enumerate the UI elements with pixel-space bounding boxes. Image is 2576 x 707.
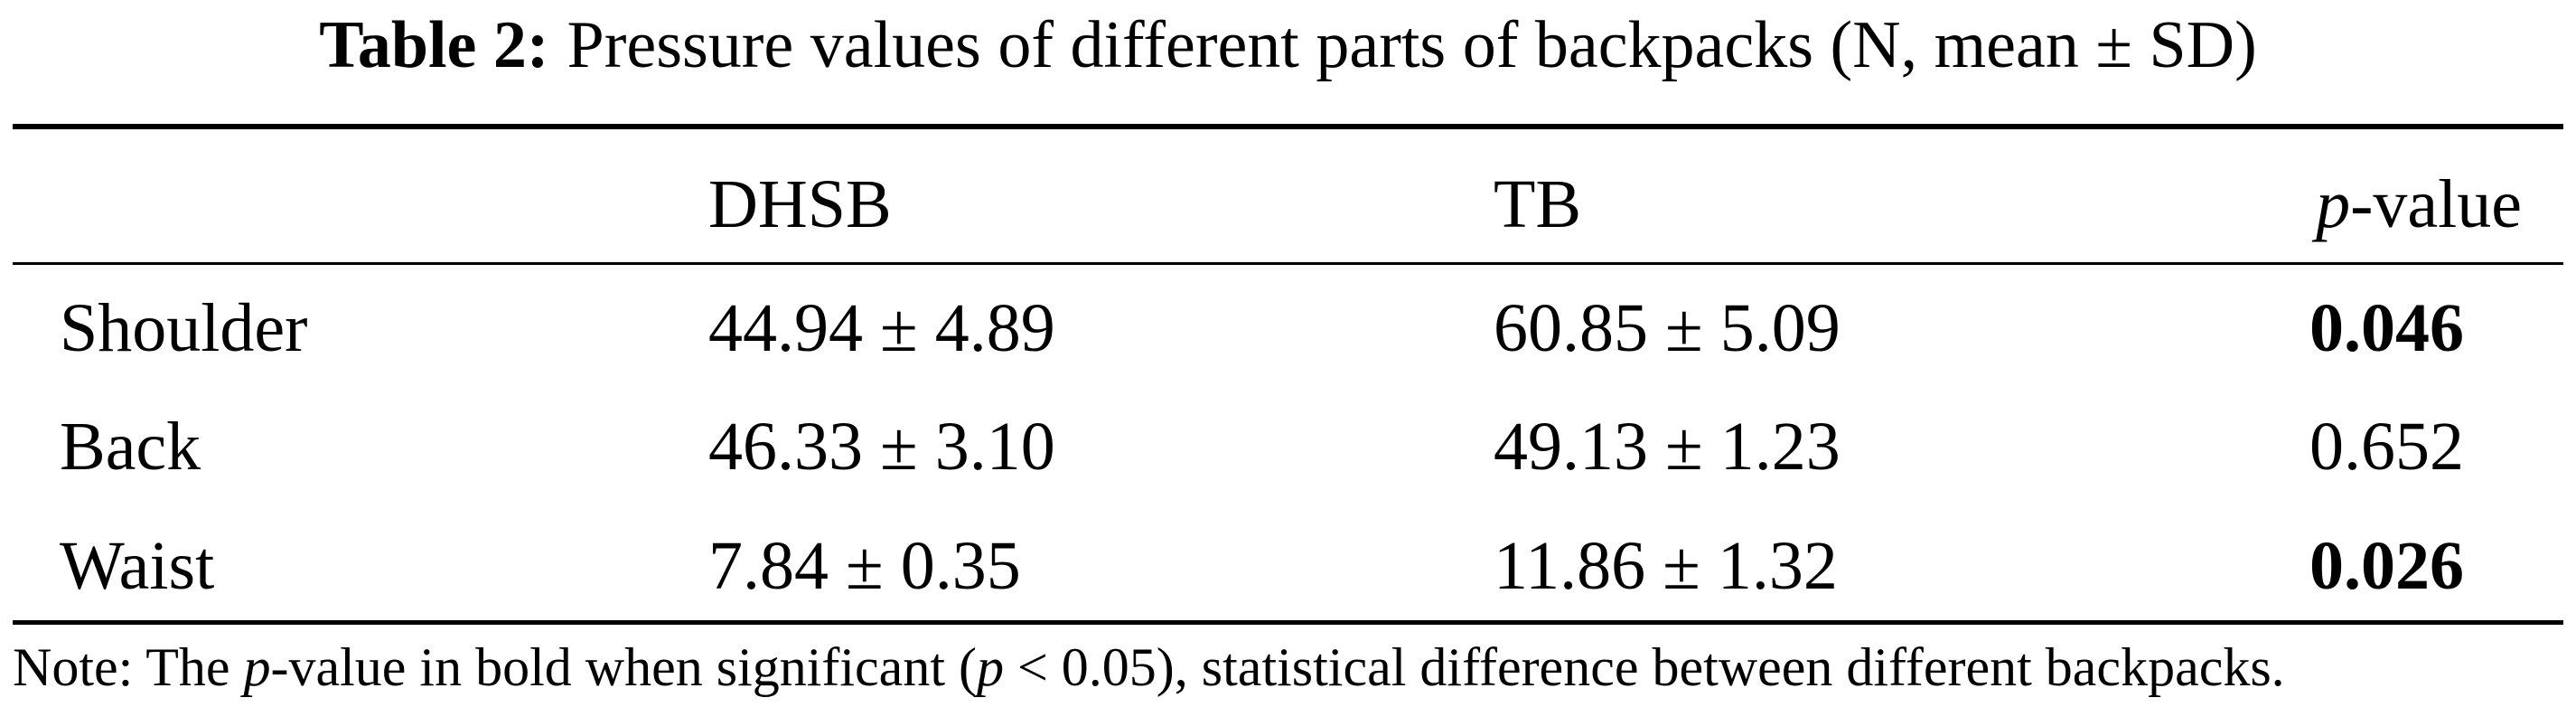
row-waist-dhsb: 7.84 ± 0.35 xyxy=(708,528,1021,604)
header-tb: TB xyxy=(1494,166,1582,242)
note-p-italic-1: p xyxy=(243,637,271,697)
header-p-italic: p xyxy=(2316,166,2351,242)
header-dhsb: DHSB xyxy=(708,166,892,242)
note-text-2: -value in bold when significant ( xyxy=(270,637,977,697)
table-title: Pressure values of different parts of ba… xyxy=(567,8,2257,82)
top-rule xyxy=(13,124,2563,129)
table-label: Table 2: xyxy=(319,8,549,82)
row-back-part: Back xyxy=(60,409,201,485)
row-waist-tb: 11.86 ± 1.32 xyxy=(1494,528,1838,604)
header-p-value: p-value xyxy=(2316,164,2522,245)
row-back-p: 0.652 xyxy=(2309,409,2464,485)
note-text-1: Note: The xyxy=(13,637,244,697)
row-shoulder-dhsb: 44.94 ± 4.89 xyxy=(708,290,1055,366)
row-shoulder-tb: 60.85 ± 5.09 xyxy=(1494,290,1841,366)
note-text-3: < 0.05), statistical difference between … xyxy=(1003,637,2285,697)
row-back-tb: 49.13 ± 1.23 xyxy=(1494,409,1841,485)
table-note: Note: The p-value in bold when significa… xyxy=(13,633,2285,702)
row-shoulder-p: 0.046 xyxy=(2309,290,2464,366)
bottom-rule xyxy=(13,620,2563,625)
row-waist-part: Waist xyxy=(60,528,215,604)
header-p-rest: -value xyxy=(2350,166,2522,242)
header-rule xyxy=(13,262,2563,265)
row-back-dhsb: 46.33 ± 3.10 xyxy=(708,409,1055,485)
row-waist-p: 0.026 xyxy=(2309,528,2464,604)
note-p-italic-2: p xyxy=(976,637,1004,697)
table-caption: Table 2: Pressure values of different par… xyxy=(0,0,2576,90)
row-shoulder-part: Shoulder xyxy=(60,290,308,366)
